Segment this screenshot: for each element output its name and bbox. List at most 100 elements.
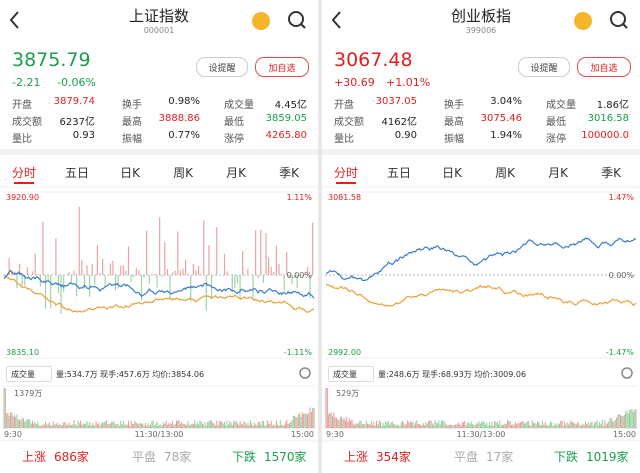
stat-value: 0.90 (394, 130, 417, 141)
watch-button[interactable]: 加自选 (255, 57, 309, 77)
stat-value: 3016.58 (587, 113, 629, 124)
mascot-icon (252, 12, 270, 30)
tab[interactable]: 季K (279, 166, 299, 180)
price-change-pct: +1.01% (386, 76, 431, 89)
settings-icon (299, 367, 311, 379)
stat-label: 量比 (334, 134, 354, 145)
time-label: 15:00 (612, 430, 636, 439)
stat-label: 振幅 (444, 134, 464, 145)
breadth-value: 78家 (164, 450, 192, 464)
chart-mid-pct: 0.00% (608, 271, 634, 280)
stat-label: 量比 (12, 134, 32, 145)
stat-value: 4265.80 (265, 130, 307, 141)
stat-label: 最低 (546, 117, 566, 128)
stat-value: 1.86亿 (596, 100, 629, 111)
chart-low-pct: -1.47% (605, 348, 634, 357)
time-label: 15:00 (290, 430, 314, 439)
stat-label: 成交量 (224, 100, 254, 111)
price-change-pct: -0.06% (57, 76, 96, 89)
stat-value: 3075.46 (480, 113, 522, 124)
watch-label: 加自选 (268, 64, 296, 74)
stat-value: 0.98% (168, 96, 200, 107)
volume-selector[interactable]: 成交量 (328, 366, 374, 382)
chart-high: 3920.90 (6, 193, 40, 202)
stat-label: 开盘 (12, 100, 32, 111)
alert-label: 设提醒 (530, 64, 558, 74)
chart-high: 3081.58 (328, 193, 362, 202)
stat-value: 6237亿 (59, 117, 95, 128)
watch-button[interactable]: 加自选 (577, 57, 631, 77)
stat-label: 换手 (444, 100, 464, 111)
search-icon (300, 23, 306, 29)
breadth-value: 354家 (376, 450, 411, 464)
tab[interactable]: 日K (442, 166, 462, 180)
title: 创业板指 (450, 7, 511, 25)
settings-icon (621, 367, 633, 379)
back-icon (331, 11, 341, 29)
breadth-value: 686家 (54, 450, 89, 464)
stat-value: 0.93 (72, 130, 95, 141)
stat-label: 涨停 (224, 134, 244, 145)
tab[interactable]: 分时 (11, 166, 36, 180)
stat-label: 最低 (224, 117, 244, 128)
avg-price-line (3, 274, 315, 313)
title: 上证指数 (128, 7, 189, 25)
chart-mid-pct: 0.00% (286, 271, 312, 280)
volume-label: 成交量 (333, 370, 357, 379)
stat-value: 3.04% (490, 96, 522, 107)
tab[interactable]: 月K (226, 166, 246, 180)
alert-button[interactable]: 设提醒 (196, 57, 248, 77)
alert-label: 设提醒 (208, 64, 236, 74)
stat-value: 3888.86 (158, 113, 200, 124)
volume-max: 529万 (336, 389, 360, 398)
mascot-icon (574, 12, 592, 30)
price: 3067.48 (334, 49, 413, 71)
stat-label: 成交量 (546, 100, 576, 111)
breadth-label: 上涨 (344, 450, 369, 464)
panel-graphics (0, 11, 318, 442)
volume-selector[interactable]: 成交量 (6, 366, 52, 382)
divider (0, 149, 318, 155)
stat-label: 振幅 (122, 134, 142, 145)
tab[interactable]: 五日 (64, 166, 89, 180)
stat-label: 最高 (122, 117, 142, 128)
stat-label: 涨停 (546, 134, 566, 145)
watch-label: 加自选 (590, 64, 618, 74)
stat-value: 100000.0 (581, 130, 629, 141)
volume-info: 量:534.7万 现手:457.6万 均价:3854.06 (56, 370, 205, 379)
tab[interactable]: 周K (495, 166, 515, 180)
tab-underline (336, 182, 356, 184)
code: 399006 (465, 26, 497, 35)
stat-label: 最高 (444, 117, 464, 128)
stat-value: 3859.05 (265, 113, 307, 124)
chart-high-pct: 1.47% (608, 193, 634, 202)
stat-value: 3037.05 (375, 96, 417, 107)
stat-label: 成交额 (334, 117, 364, 128)
stock-panel: 上证指数 000001 3875.79 -2.21 -0.06% 设提醒 加自选 开盘 3879… (0, 0, 318, 473)
alert-button[interactable]: 设提醒 (518, 57, 570, 77)
tab[interactable]: 分时 (333, 166, 358, 180)
price-line (3, 269, 315, 299)
price-change: -2.21 (12, 76, 41, 89)
price-line (325, 237, 637, 282)
stat-label: 成交额 (12, 117, 42, 128)
panel-graphics (322, 11, 640, 442)
chart-high-pct: 1.11% (286, 193, 312, 202)
tab[interactable]: 日K (120, 166, 140, 180)
breadth-label: 平盘 (132, 450, 157, 464)
breadth-label: 上涨 (22, 450, 47, 464)
search-icon (288, 11, 304, 27)
search-icon (610, 11, 626, 27)
tab[interactable]: 五日 (386, 166, 411, 180)
stat-value: 4162亿 (381, 117, 417, 128)
tab-underline (14, 182, 34, 184)
chart-low-pct: -1.11% (283, 348, 312, 357)
code: 000001 (143, 26, 175, 35)
tab[interactable]: 周K (173, 166, 193, 180)
tab[interactable]: 月K (548, 166, 568, 180)
volume-max: 1379万 (14, 389, 43, 398)
breadth-value: 1019家 (586, 450, 629, 464)
stat-value: 1.94% (490, 130, 522, 141)
chart-low: 3835.10 (6, 348, 40, 357)
tab[interactable]: 季K (601, 166, 621, 180)
